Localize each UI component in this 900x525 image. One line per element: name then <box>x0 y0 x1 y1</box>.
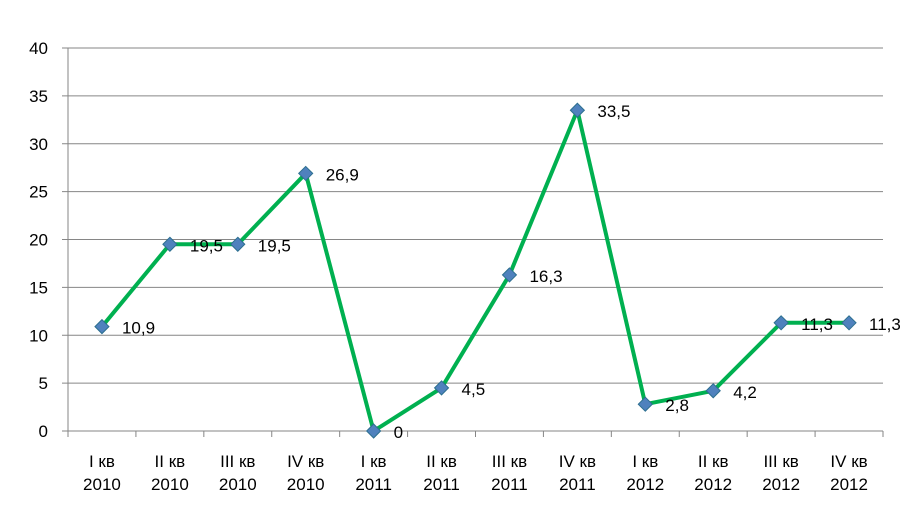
data-label: 26,9 <box>326 165 359 184</box>
data-label: 11,3 <box>801 315 833 334</box>
y-tick-label: 20 <box>29 231 48 250</box>
data-point-marker <box>637 396 653 412</box>
data-point-marker <box>162 236 178 252</box>
x-category-label: IV кв 2010 <box>287 452 325 494</box>
data-labels: 10,9 19,5 19,5 26,9 0 4,5 16,3 33,5 2,8 4,2 11,3 11… <box>122 102 900 442</box>
y-tick-label: 10 <box>29 326 48 345</box>
data-point-marker <box>298 165 314 182</box>
y-gridlines <box>68 47 883 384</box>
series-line <box>99 108 852 433</box>
x-category-label: I кв 2012 <box>626 452 664 494</box>
x-category-label: I кв 2010 <box>83 452 121 494</box>
y-tick-label: 15 <box>29 278 48 297</box>
data-point-marker <box>773 315 789 331</box>
x-category-label: II кв 2010 <box>151 452 189 494</box>
x-category-label: IV кв 2011 <box>559 452 596 494</box>
data-label: 4,2 <box>733 383 757 402</box>
data-point-marker <box>433 380 450 396</box>
x-category-label: III кв 2012 <box>762 452 800 494</box>
data-point-marker <box>230 236 246 252</box>
data-label: 10,9 <box>122 319 155 338</box>
x-category-label: III кв 2010 <box>219 452 257 494</box>
data-label: 19,5 <box>258 236 291 255</box>
data-label: 0 <box>394 423 403 442</box>
x-category-label: II кв 2011 <box>423 452 460 494</box>
data-label: 19,5 <box>190 236 223 255</box>
data-point-marker <box>365 423 382 439</box>
x-axis-categories: I кв 2010 II кв 2010 III кв 2010 IV кв 2010 I кв… <box>83 452 868 494</box>
x-category-label: IV кв 2012 <box>830 452 868 494</box>
y-tick-label: 25 <box>29 183 48 202</box>
data-point-marker <box>501 267 518 283</box>
x-category-label: II кв 2012 <box>694 452 732 494</box>
y-axis-ticks: 0 5 10 15 20 25 30 35 40 <box>29 39 68 441</box>
data-label: 11,3 <box>869 315 900 334</box>
x-category-label: III кв 2011 <box>491 452 528 494</box>
x-axis <box>67 48 884 437</box>
data-label: 16,3 <box>529 267 562 286</box>
data-point-marker <box>569 102 586 118</box>
y-tick-label: 35 <box>29 87 48 106</box>
y-tick-label: 5 <box>39 374 48 393</box>
y-tick-label: 40 <box>29 39 48 58</box>
y-tick-label: 0 <box>39 422 48 441</box>
x-category-label: I кв 2011 <box>355 452 392 494</box>
data-label: 33,5 <box>597 102 630 121</box>
series-markers <box>94 102 857 439</box>
data-point-marker <box>705 383 721 399</box>
data-label: 4,5 <box>462 380 486 399</box>
data-point-marker <box>841 315 857 331</box>
data-label: 2,8 <box>665 396 689 415</box>
y-tick-label: 30 <box>29 135 48 154</box>
data-point-marker <box>94 318 110 335</box>
series-line-group <box>99 108 852 433</box>
